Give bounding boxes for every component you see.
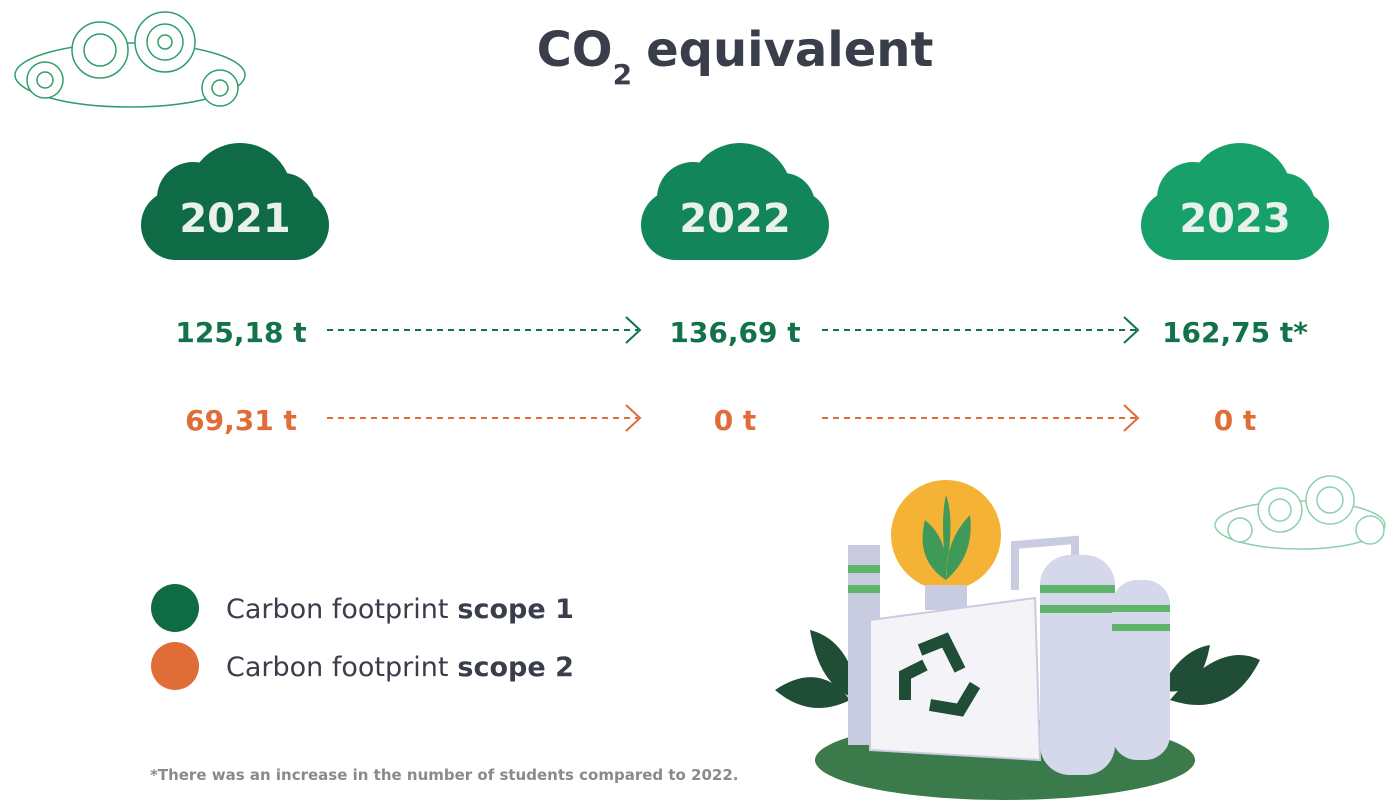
scope2-value: 69,31 t: [185, 404, 297, 437]
legend: Carbon footprint scope 1 Carbon footprint s…: [151, 584, 574, 690]
timeline: 2021 2022 2023 125,18 t 136,69 t 162,75 t* 69,…: [141, 143, 1329, 437]
infographic: CO2 equivalent 2021 2022 2023 125,18 t 136,69…: [0, 0, 1389, 802]
legend-text: Carbon footprint: [226, 594, 448, 625]
swirl-cloud: [1215, 476, 1385, 549]
title: CO2 equivalent: [537, 22, 934, 91]
legend-label: Carbon footprint scope 2: [226, 652, 574, 683]
scope2-value: 0 t: [1214, 404, 1257, 437]
legend-text: Carbon footprint: [226, 652, 448, 683]
legend-bold: scope 1: [457, 594, 573, 625]
title-rest: equivalent: [646, 22, 933, 78]
year-label: 2022: [679, 196, 790, 242]
scope1-value: 125,18 t: [175, 316, 306, 349]
year-label: 2023: [1179, 196, 1290, 242]
title-subscript: 2: [613, 58, 632, 91]
legend-label: Carbon footprint scope 1: [226, 594, 574, 625]
footnote: *There was an increase in the number of …: [150, 766, 739, 784]
page: CO2 equivalent 2021 2022 2023 125,18 t 136,69…: [0, 0, 1389, 802]
legend-swatch: [151, 584, 199, 632]
scope2-value: 0 t: [714, 404, 757, 437]
legend-bold: scope 2: [457, 652, 573, 683]
title-main: CO: [537, 22, 613, 78]
scope1-value: 136,69 t: [669, 316, 800, 349]
swirl-cloud: [15, 12, 245, 107]
scope1-value: 162,75 t*: [1162, 316, 1308, 349]
factory-illustration: [775, 480, 1260, 800]
legend-swatch: [151, 642, 199, 690]
year-label: 2021: [179, 196, 290, 242]
